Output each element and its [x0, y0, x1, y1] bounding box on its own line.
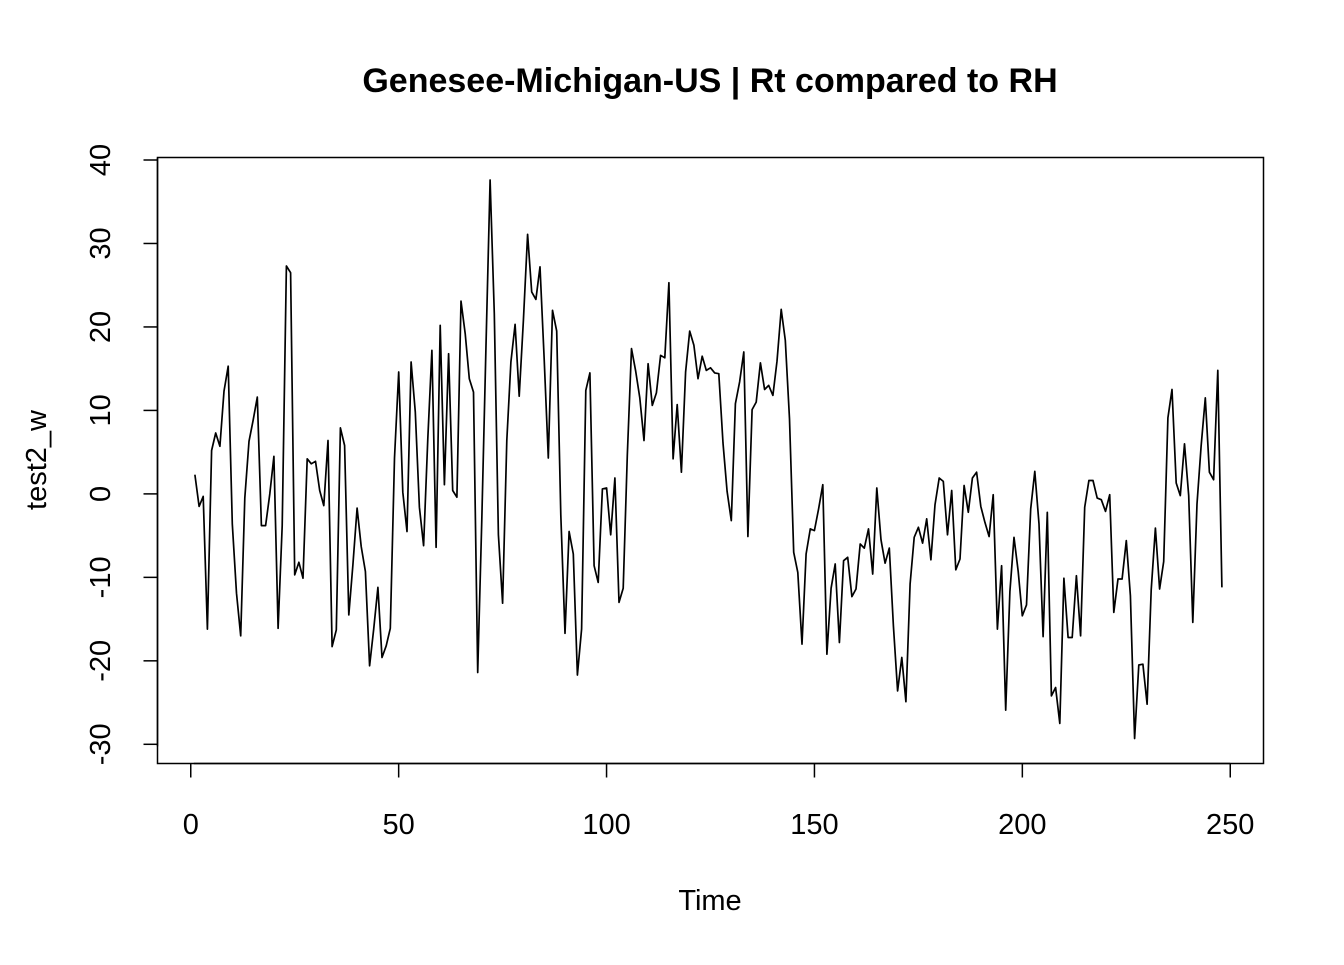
x-tick-label: 50 — [383, 809, 415, 841]
y-tick-label: 0 — [85, 486, 117, 502]
y-tick-label: -20 — [85, 640, 117, 682]
y-tick-label: 40 — [85, 144, 117, 176]
y-tick-label: 30 — [85, 227, 117, 259]
y-tick-label: -30 — [85, 723, 117, 765]
series-line-0 — [194, 179, 1223, 740]
x-tick-label: 200 — [998, 809, 1046, 841]
plot-frame — [156, 156, 1265, 765]
x-tick-label: 150 — [790, 809, 838, 841]
y-axis-ticks: -30 -20 -10 0 10 20 30 40 — [85, 144, 158, 765]
x-axis-label: Time — [678, 885, 741, 917]
x-tick-label: 100 — [582, 809, 630, 841]
x-tick-label: 0 — [183, 809, 199, 841]
x-tick-label: 250 — [1206, 809, 1254, 841]
y-axis-label: test2_w — [21, 409, 53, 510]
y-tick-label: -10 — [85, 556, 117, 598]
x-axis-ticks: 0 50 100 150 200 250 — [183, 763, 1254, 841]
series-group — [194, 179, 1223, 740]
y-tick-label: 10 — [85, 394, 117, 426]
chart-title: Genesee-Michigan-US | Rt compared to RH — [362, 62, 1057, 100]
y-tick-label: 20 — [85, 311, 117, 343]
